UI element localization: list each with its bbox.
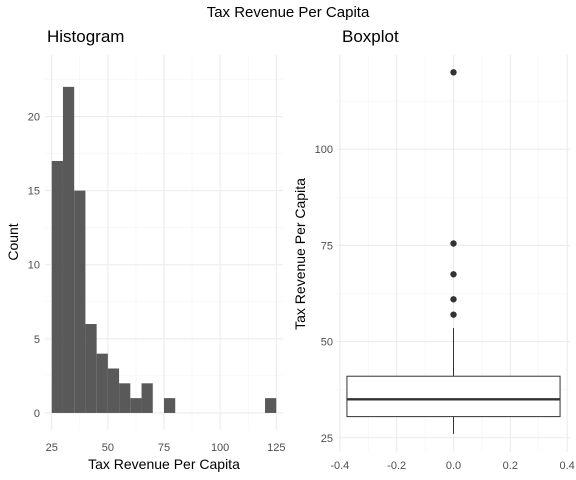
histogram-x-tick-label: 100 (211, 442, 229, 454)
histogram-y-tick-label: 0 (34, 408, 40, 420)
boxplot-y-tick-label: 75 (321, 240, 333, 252)
histogram-bar (119, 383, 131, 413)
boxplot-shapes (346, 69, 561, 434)
histogram-panel: Histogram 25 50 75 100 125 0 5 10 15 20 Tax Reve… (5, 27, 285, 472)
boxplot-outlier-point (450, 296, 457, 303)
histogram-y-axis-title: Count (5, 223, 21, 260)
boxplot-outlier-point (450, 240, 457, 247)
boxplot-x-tick-label: -0.4 (330, 460, 349, 472)
histogram-bar (164, 398, 176, 413)
boxplot-y-tick-label: 25 (321, 433, 333, 445)
histogram-bar (62, 86, 75, 413)
boxplot-panel: Boxplot -0.4 -0.2 0.0 0.2 0.4 25 50 75 100 Tax … (292, 27, 575, 472)
histogram-bar (141, 383, 153, 413)
boxplot-title: Boxplot (342, 27, 399, 46)
histogram-bar (85, 324, 97, 413)
histogram-x-tick-label: 50 (102, 442, 114, 454)
histogram-bars (51, 86, 277, 413)
boxplot-y-ticks: 25 50 75 100 (315, 144, 333, 445)
boxplot-x-tick-label: 0.4 (560, 460, 575, 472)
histogram-bar (74, 190, 86, 413)
histogram-x-tick-label: 125 (267, 442, 285, 454)
histogram-y-tick-label: 15 (28, 186, 40, 198)
boxplot-outlier-point (450, 69, 457, 76)
boxplot-y-tick-label: 100 (315, 144, 333, 156)
histogram-x-tick-label: 75 (158, 442, 170, 454)
histogram-x-axis-title: Tax Revenue Per Capita (88, 456, 240, 472)
histogram-y-tick-label: 10 (28, 260, 40, 272)
boxplot-y-tick-label: 50 (321, 337, 333, 349)
histogram-y-tick-label: 20 (28, 112, 40, 124)
histogram-bar (96, 353, 108, 413)
figure-title: Tax Revenue Per Capita (207, 4, 370, 21)
boxplot-outlier-point (450, 311, 457, 318)
boxplot-x-ticks: -0.4 -0.2 0.0 0.2 0.4 (330, 460, 574, 472)
histogram-bar (107, 368, 120, 413)
boxplot-outlier-point (450, 271, 457, 278)
histogram-bar (265, 398, 277, 413)
boxplot-y-axis-title: Tax Revenue Per Capita (292, 178, 308, 330)
histogram-bar (130, 398, 142, 413)
histogram-y-ticks: 0 5 10 15 20 (28, 112, 40, 420)
histogram-x-tick-label: 25 (46, 442, 58, 454)
boxplot-x-tick-label: -0.2 (387, 460, 406, 472)
histogram-bar (51, 160, 63, 413)
histogram-title: Histogram (47, 27, 124, 46)
histogram-y-tick-label: 5 (34, 334, 40, 346)
boxplot-x-tick-label: 0.0 (446, 460, 461, 472)
boxplot-box (346, 375, 561, 418)
histogram-x-ticks: 25 50 75 100 125 (46, 442, 286, 454)
boxplot-x-tick-label: 0.2 (503, 460, 518, 472)
